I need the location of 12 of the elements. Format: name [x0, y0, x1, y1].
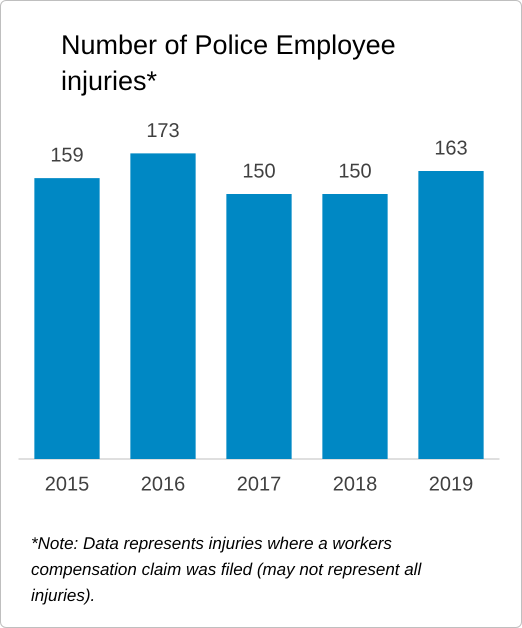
data-label: 150 [338, 160, 372, 183]
x-tick-label: 2018 [332, 474, 378, 496]
text: *Note: Data represents injuries where a workers compensation claim was filed (may not represent all injuries). [31, 533, 423, 607]
data-label: 163 [434, 138, 468, 160]
x-tick-label: 2017 [236, 474, 282, 496]
data-label: 159 [50, 144, 84, 167]
chart-title: Number of Police Employee injuries* [61, 29, 397, 98]
data-label: 173 [146, 120, 180, 142]
data-label: 150 [242, 160, 276, 183]
x-tick-label: 2016 [140, 474, 186, 496]
x-tick-label: 2019 [428, 474, 474, 496]
x-tick-label: 2015 [44, 474, 90, 496]
